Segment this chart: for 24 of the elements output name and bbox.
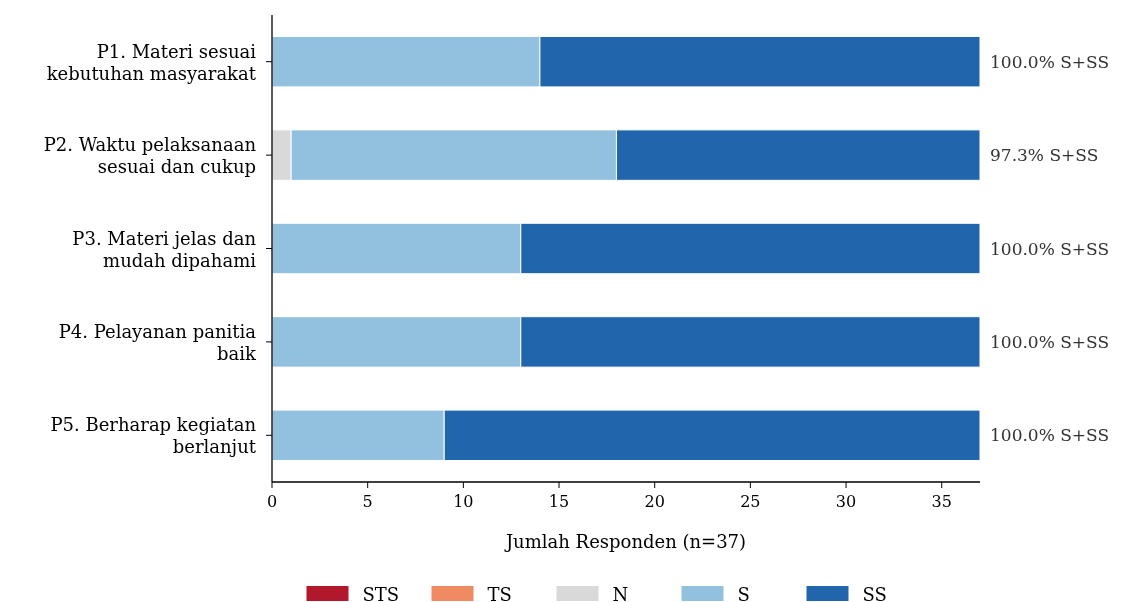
y-tick-label: P4. Pelayanan panitia baik [58,320,258,364]
x-tick-label: 10 [453,492,474,511]
x-tick-label: 20 [644,492,665,511]
text: 97.3% S+SS [990,145,1099,166]
legend-label: STS [362,583,400,602]
y-tick-label: P1. Materi sesuai kebutuhan masyarakat [46,40,257,84]
x-tick-label: 35 [931,492,952,511]
legend-label: N [612,583,629,602]
x-tick-label: 0 [266,492,278,511]
x-tick-label: 5 [362,492,373,511]
legend-label: SS [862,583,887,602]
text: 100.0% S+SS [990,425,1110,446]
x-axis-title: Jumlah Responden (n=37) [503,531,747,552]
legend-label: TS [487,583,512,602]
x-tick-label: 15 [548,492,570,511]
y-tick-label: P2. Waktu pelaksanaan sesuai dan cukup [43,133,257,177]
text: 100.0% S+SS [990,331,1110,352]
text: 100.0% S+SS [990,51,1110,72]
text: 100.0% S+SS [990,238,1110,259]
y-tick-label: P5. Berharap kegiatan berlanjut [50,413,257,457]
legend-label: S [737,583,750,602]
y-tick-label: P3. Materi jelas dan mudah dipahami [72,227,257,270]
x-tick-label: 30 [835,492,857,511]
x-tick-label: 25 [740,492,761,511]
